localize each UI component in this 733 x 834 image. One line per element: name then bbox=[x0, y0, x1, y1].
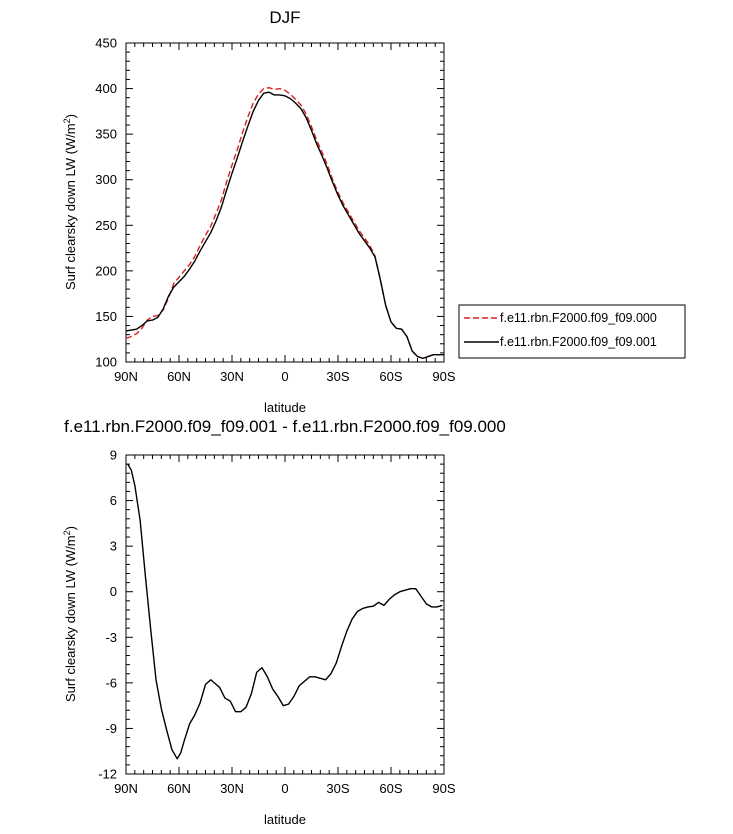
top-y-tick-label: 350 bbox=[95, 127, 117, 142]
bottom-y-tick-label: -6 bbox=[105, 675, 117, 690]
bottom-plot-frame bbox=[125, 454, 445, 775]
top-chart-title: DJF bbox=[269, 8, 300, 27]
bottom-chart-title: f.e11.rbn.F2000.f09_f09.001 - f.e11.rbn.… bbox=[64, 417, 506, 436]
top-panel: DJF 90N 60N 30N 0 30S 60S 90S 100 150 200 250 300 35… bbox=[62, 8, 456, 415]
top-y-tick-label: 250 bbox=[95, 218, 117, 233]
top-y-tick-label: 100 bbox=[95, 355, 117, 370]
bottom-x-tick-label: 90N bbox=[114, 781, 138, 796]
bottom-y-tick-label: -12 bbox=[98, 767, 117, 782]
bottom-x-tick-label: 60N bbox=[167, 781, 191, 796]
top-y-tick-label: 150 bbox=[95, 309, 117, 324]
bottom-series bbox=[127, 463, 443, 760]
top-y-tick-label: 400 bbox=[95, 81, 117, 96]
top-x-tick-label: 90N bbox=[114, 369, 138, 384]
legend-label-1: f.e11.rbn.F2000.f09_f09.000 bbox=[500, 311, 657, 325]
bottom-y-tick-label: -9 bbox=[105, 721, 117, 736]
top-x-tick-label: 0 bbox=[281, 369, 288, 384]
legend-box bbox=[458, 304, 686, 359]
top-series-line-2 bbox=[125, 91, 444, 360]
bottom-y-tick-label: -3 bbox=[105, 630, 117, 645]
top-y-tick-label: 300 bbox=[95, 172, 117, 187]
bottom-panel: f.e11.rbn.F2000.f09_f09.001 - f.e11.rbn.… bbox=[62, 417, 506, 827]
top-x-tick-label: 60S bbox=[379, 369, 402, 384]
top-y-tick-label: 200 bbox=[95, 263, 117, 278]
bottom-y-tick-label: 6 bbox=[110, 493, 117, 508]
top-x-tick-label: 60N bbox=[167, 369, 191, 384]
top-x-tick-label: 30S bbox=[326, 369, 349, 384]
bottom-y-axis-label: Surf clearsky down LW (W/m2) bbox=[62, 526, 78, 702]
bottom-x-tick-label: 60S bbox=[379, 781, 402, 796]
top-y-tick-label: 450 bbox=[95, 36, 117, 51]
legend: f.e11.rbn.F2000.f09_f09.000 f.e11.rbn.F2… bbox=[458, 304, 686, 359]
top-series bbox=[125, 86, 444, 360]
bottom-y-tick-label: 3 bbox=[110, 539, 117, 554]
bottom-x-tick-label: 30N bbox=[220, 781, 244, 796]
bottom-y-tick-label: 0 bbox=[110, 584, 117, 599]
bottom-y-tick-label: 9 bbox=[110, 448, 117, 463]
bottom-x-axis-label: latitude bbox=[264, 812, 306, 827]
top-x-tick-label: 30N bbox=[220, 369, 244, 384]
top-series-line-1 bbox=[125, 86, 444, 360]
bottom-ticks: 90N 60N 30N 0 30S 60S 90S -12 -9 -6 -3 0 3 6 9 bbox=[98, 448, 456, 797]
top-y-axis-label: Surf clearsky down LW (W/m2) bbox=[62, 114, 78, 290]
legend-label-2: f.e11.rbn.F2000.f09_f09.001 bbox=[500, 335, 657, 349]
top-ticks: 90N 60N 30N 0 30S 60S 90S 100 150 200 250 300 350 400… bbox=[95, 36, 456, 385]
top-x-tick-label: 90S bbox=[432, 369, 455, 384]
bottom-x-tick-label: 30S bbox=[326, 781, 349, 796]
top-x-axis-label: latitude bbox=[264, 400, 306, 415]
bottom-x-tick-label: 90S bbox=[432, 781, 455, 796]
bottom-series-line-1 bbox=[127, 463, 443, 760]
bottom-x-tick-label: 0 bbox=[281, 781, 288, 796]
